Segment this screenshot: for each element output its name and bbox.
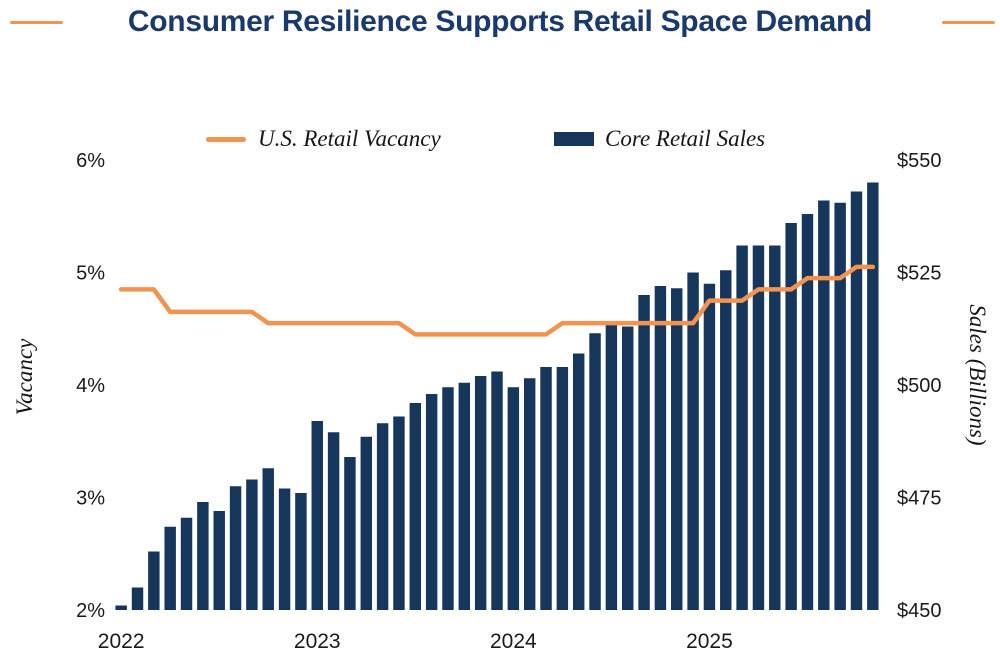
bar-2022-10 xyxy=(262,468,274,610)
left-axis-tick-5pct: 5% xyxy=(76,263,105,285)
bar-2025-07 xyxy=(801,214,814,610)
right-axis-tick-500: $500 xyxy=(897,375,942,397)
sales-legend-label: Core Retail Sales xyxy=(605,126,766,151)
bar-2022-04 xyxy=(164,526,176,610)
bar-2024-05 xyxy=(572,353,585,610)
vacancy-line xyxy=(118,264,876,337)
x-axis-tick-2023: 2023 xyxy=(294,630,341,653)
vacancy-legend-label: U.S. Retail Vacancy xyxy=(258,126,441,151)
right-axis-tick-475: $475 xyxy=(897,488,942,510)
left-axis-tick-6pct: 6% xyxy=(76,150,105,172)
bar-2023-04 xyxy=(360,436,372,610)
bar-2024-11 xyxy=(671,288,683,610)
bar-2022-03 xyxy=(148,551,160,610)
bar-2025-11 xyxy=(867,182,879,610)
bar-2024-02 xyxy=(523,378,536,610)
bar-2022-07 xyxy=(213,511,225,610)
vacancy-line-legend-swatch-icon xyxy=(206,137,246,142)
bar-2023-11 xyxy=(474,376,487,610)
bar-2025-06 xyxy=(785,223,797,610)
bar-2022-12 xyxy=(295,493,307,610)
bar-2025-05 xyxy=(769,245,781,610)
bar-2024-07 xyxy=(605,322,618,610)
right-axis-tick-550: $550 xyxy=(897,150,942,172)
bar-2025-08 xyxy=(818,200,830,610)
chart-title: Consumer Resilience Supports Retail Spac… xyxy=(127,5,873,38)
left-axis-tick-4pct: 4% xyxy=(76,375,105,397)
sales-bar-legend-swatch-icon xyxy=(554,132,594,146)
right-axis-tick-525: $525 xyxy=(897,263,942,285)
bar-2024-10 xyxy=(654,286,667,610)
legend: U.S. Retail Vacancy Core Retail Sales xyxy=(0,60,1000,151)
bar-2022-06 xyxy=(197,502,209,610)
bar-2025-09 xyxy=(834,202,846,610)
bar-2022-11 xyxy=(278,488,291,610)
bar-2022-09 xyxy=(246,479,258,610)
bar-2022-08 xyxy=(229,486,242,610)
bar-2024-03 xyxy=(540,367,552,610)
bar-2023-02 xyxy=(327,432,340,610)
bar-2023-05 xyxy=(376,423,389,610)
left-axis-tick-3pct: 3% xyxy=(76,488,105,510)
bar-2024-01 xyxy=(507,387,520,610)
bar-2022-01 xyxy=(115,605,127,610)
left-axis-tick-2pct: 2% xyxy=(76,600,105,622)
bar-2023-06 xyxy=(393,416,405,610)
bar-2023-10 xyxy=(458,382,471,610)
x-axis-tick-2025: 2025 xyxy=(686,630,733,653)
x-axis-tick-2022: 2022 xyxy=(98,630,145,653)
bar-2024-12 xyxy=(687,272,699,610)
bar-2025-04 xyxy=(752,245,765,610)
bar-2024-04 xyxy=(556,367,569,610)
bar-2023-09 xyxy=(442,387,454,610)
bar-2024-08 xyxy=(622,326,634,610)
bar-2023-07 xyxy=(409,403,422,610)
bar-2023-12 xyxy=(491,371,503,610)
x-axis-tick-2024: 2024 xyxy=(490,630,537,653)
bar-2022-02 xyxy=(131,587,144,610)
bar-2023-03 xyxy=(344,457,356,610)
title-dash-left-icon xyxy=(10,21,63,24)
bar-2025-10 xyxy=(850,191,863,610)
bar-2022-05 xyxy=(180,517,193,610)
title-dash-right-icon xyxy=(942,21,995,24)
bar-2023-01 xyxy=(311,421,323,610)
bar-2025-02 xyxy=(720,270,732,610)
right-axis-tick-450: $450 xyxy=(897,600,942,622)
bar-2025-01 xyxy=(703,283,716,610)
bar-2024-09 xyxy=(638,295,650,610)
bar-2024-06 xyxy=(589,333,601,610)
bar-2023-08 xyxy=(425,394,438,610)
bar-2025-03 xyxy=(736,245,748,610)
